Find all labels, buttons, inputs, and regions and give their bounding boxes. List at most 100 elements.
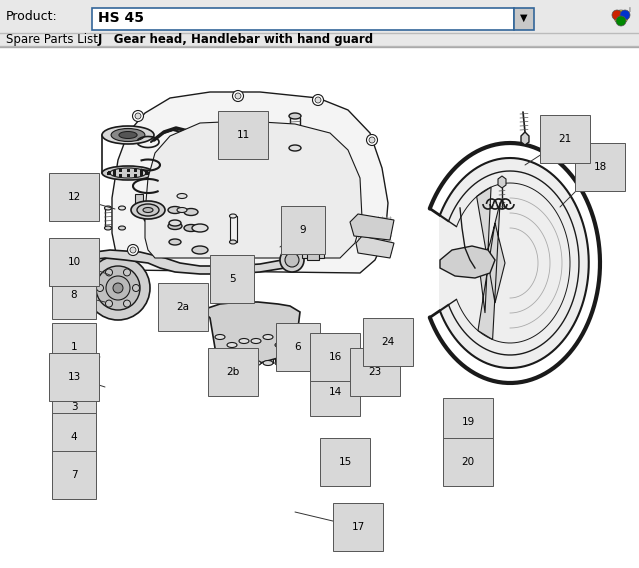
Text: 16: 16 (328, 352, 342, 362)
Ellipse shape (143, 207, 153, 212)
Bar (0, 0, 639, 33)
Ellipse shape (289, 145, 301, 151)
Text: 11: 11 (236, 130, 250, 140)
Ellipse shape (251, 343, 261, 348)
Circle shape (369, 137, 375, 143)
Text: Spare Parts List:: Spare Parts List: (6, 32, 102, 45)
Ellipse shape (192, 246, 208, 254)
Bar (127, 169, 130, 172)
Bar (0, 33, 639, 46)
Text: 1: 1 (71, 342, 77, 352)
Bar (146, 172, 150, 174)
Bar (134, 169, 137, 172)
Text: 23: 23 (368, 367, 381, 377)
Polygon shape (206, 302, 300, 363)
Circle shape (367, 135, 378, 145)
Bar (108, 173, 111, 176)
Polygon shape (145, 121, 362, 258)
Bar (119, 169, 122, 172)
Ellipse shape (287, 339, 297, 344)
Circle shape (123, 300, 130, 307)
Bar (112, 170, 116, 173)
Text: 9: 9 (300, 225, 306, 235)
Ellipse shape (215, 343, 225, 348)
Text: 12: 12 (67, 192, 81, 202)
Text: J   Gear head, Handlebar with hand guard: J Gear head, Handlebar with hand guard (98, 32, 374, 45)
Ellipse shape (229, 214, 236, 218)
Ellipse shape (118, 206, 125, 210)
Bar (141, 173, 144, 176)
Ellipse shape (184, 224, 198, 232)
Text: 4: 4 (71, 432, 77, 442)
Ellipse shape (169, 220, 181, 226)
Bar (302, 248, 324, 258)
Bar (127, 174, 130, 177)
Ellipse shape (102, 166, 154, 180)
Polygon shape (440, 246, 495, 278)
Ellipse shape (239, 361, 249, 365)
Text: 13: 13 (67, 372, 81, 382)
Ellipse shape (184, 208, 198, 215)
Circle shape (620, 10, 630, 20)
Text: 6: 6 (295, 342, 302, 352)
Polygon shape (498, 176, 506, 188)
Ellipse shape (118, 226, 125, 230)
Ellipse shape (275, 339, 285, 344)
Ellipse shape (168, 223, 182, 229)
Ellipse shape (289, 113, 301, 119)
Text: 10: 10 (68, 257, 81, 267)
Circle shape (113, 283, 123, 293)
Ellipse shape (169, 239, 181, 245)
Bar (134, 174, 137, 177)
Circle shape (285, 253, 299, 267)
Circle shape (233, 90, 243, 102)
Bar (107, 172, 110, 174)
Bar (108, 170, 111, 174)
Ellipse shape (263, 361, 273, 365)
Text: 2b: 2b (226, 367, 240, 377)
Polygon shape (477, 187, 505, 340)
Circle shape (130, 247, 136, 253)
Ellipse shape (251, 361, 261, 365)
Text: 5: 5 (229, 274, 235, 284)
Ellipse shape (227, 361, 237, 365)
Bar (145, 173, 148, 176)
Bar (141, 170, 144, 173)
Circle shape (616, 16, 626, 26)
Text: 24: 24 (381, 337, 395, 347)
Text: 19: 19 (461, 417, 475, 427)
Ellipse shape (137, 204, 159, 216)
Bar (514, 8, 534, 30)
Text: 21: 21 (558, 134, 572, 144)
Polygon shape (356, 236, 394, 258)
Circle shape (614, 10, 628, 24)
Ellipse shape (287, 361, 297, 365)
Circle shape (96, 285, 104, 291)
Polygon shape (350, 214, 394, 240)
Circle shape (315, 97, 321, 103)
Circle shape (123, 269, 130, 276)
Circle shape (235, 93, 241, 99)
Text: 15: 15 (339, 457, 351, 467)
Bar (112, 173, 116, 176)
Bar (174, 160, 190, 170)
Ellipse shape (192, 224, 208, 232)
Text: 7: 7 (71, 470, 77, 480)
Text: 2a: 2a (176, 302, 190, 312)
Text: 20: 20 (461, 457, 475, 467)
Bar (307, 248, 319, 260)
Circle shape (280, 248, 304, 272)
Ellipse shape (239, 335, 249, 340)
Ellipse shape (263, 339, 273, 344)
Ellipse shape (119, 132, 137, 139)
Circle shape (612, 10, 622, 20)
Ellipse shape (215, 361, 225, 365)
Polygon shape (440, 158, 589, 368)
Ellipse shape (105, 206, 111, 210)
Bar (230, 216, 237, 242)
Ellipse shape (177, 194, 187, 198)
Ellipse shape (105, 226, 111, 230)
Circle shape (106, 276, 130, 300)
Circle shape (362, 231, 374, 241)
Bar (119, 174, 122, 177)
